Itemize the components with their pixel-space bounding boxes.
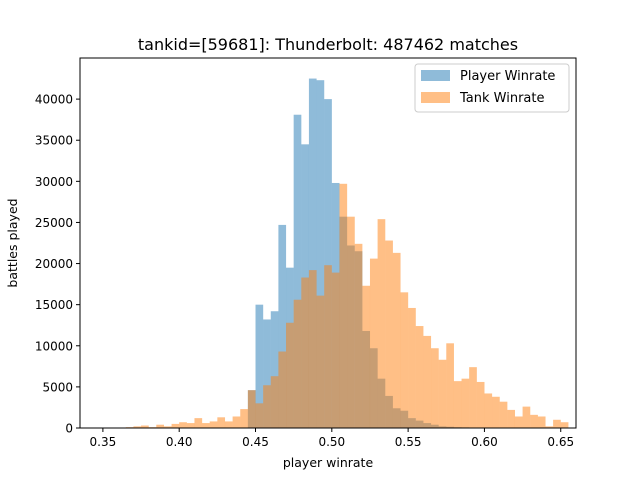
bar-tank <box>240 409 248 428</box>
bar-tank <box>423 335 432 428</box>
bar-tank <box>514 416 523 428</box>
bar-tank <box>347 216 355 428</box>
legend-swatch-player <box>421 70 450 81</box>
bar-tank <box>156 424 164 428</box>
y-tick-label: 10000 <box>35 339 73 353</box>
bar-tank <box>202 423 210 428</box>
y-tick-label: 0 <box>65 422 73 436</box>
bar-tank <box>469 367 477 428</box>
bar-tank <box>186 423 195 428</box>
bar-tank <box>278 351 287 428</box>
y-tick-label: 25000 <box>35 216 73 230</box>
legend-swatch-tank <box>421 92 450 103</box>
bar-tank <box>369 258 378 428</box>
legend: Player Winrate Tank Winrate <box>414 63 570 113</box>
bar-tank <box>553 419 561 428</box>
bar-tank <box>224 421 233 428</box>
bar-tank <box>324 265 332 428</box>
bar-tank <box>415 326 424 428</box>
bar-tank <box>392 252 401 428</box>
y-tick-label: 20000 <box>35 257 73 271</box>
bar-tank <box>209 421 218 428</box>
bar-tank <box>484 393 493 428</box>
y-axis-label: battles played <box>5 198 20 287</box>
bar-tank <box>179 422 187 428</box>
bar-tank <box>133 426 142 428</box>
tank-winrate-bars <box>125 183 569 428</box>
bar-tank <box>362 285 371 428</box>
bar-tank <box>507 409 515 428</box>
bar-player <box>324 99 332 429</box>
bar-tank <box>354 243 363 428</box>
bar-tank <box>499 401 508 428</box>
bar-tank <box>377 219 386 428</box>
bar-tank <box>194 418 203 428</box>
bar-tank <box>331 272 340 428</box>
y-tick-label: 15000 <box>35 298 73 312</box>
bar-player <box>316 80 325 428</box>
x-tick-label: 0.45 <box>242 435 269 449</box>
x-tick-label: 0.35 <box>90 435 117 449</box>
bar-tank <box>476 381 485 428</box>
bar-tank <box>545 426 554 428</box>
x-tick-label: 0.50 <box>318 435 345 449</box>
x-tick-label: 0.55 <box>395 435 422 449</box>
bar-player <box>293 114 302 428</box>
bar-tank <box>141 425 149 428</box>
bar-tank <box>270 376 279 428</box>
bar-player <box>255 304 264 428</box>
bar-tank <box>316 295 325 428</box>
bar-tank <box>308 270 317 428</box>
bar-tank <box>461 378 470 428</box>
y-tick-label: 40000 <box>35 93 73 107</box>
bar-tank <box>438 359 447 428</box>
legend-label-player: Player Winrate <box>460 69 555 84</box>
x-tick-label: 0.40 <box>166 435 193 449</box>
x-tick-label: 0.65 <box>547 435 574 449</box>
legend-label-tank: Tank Winrate <box>459 91 544 106</box>
bar-player <box>308 78 317 428</box>
bar-tank <box>408 307 416 428</box>
bar-tank <box>537 416 546 428</box>
bar-tank <box>385 240 393 428</box>
bar-tank <box>431 348 439 428</box>
bar-player <box>278 224 287 428</box>
bar-player <box>270 311 279 428</box>
bar-tank <box>232 416 241 428</box>
bar-tank <box>286 322 294 428</box>
chart-title: tankid=[59681]: Thunderbolt: 487462 matc… <box>138 35 518 54</box>
y-tick-label: 35000 <box>35 134 73 148</box>
plot-frame <box>79 57 577 429</box>
bar-tank <box>171 423 180 428</box>
bar-tank <box>247 390 256 428</box>
bar-tank <box>446 343 454 428</box>
bar-tank <box>217 417 226 428</box>
bar-tank <box>293 299 302 428</box>
legend-box <box>414 63 570 113</box>
x-axis-ticks: 0.35 0.40 0.45 0.50 0.55 0.60 0.65 <box>90 428 574 449</box>
bar-player <box>263 319 271 428</box>
bar-tank <box>163 426 172 428</box>
bar-tank <box>453 381 462 428</box>
bar-tank <box>255 403 264 428</box>
y-tick-label: 30000 <box>35 175 73 189</box>
y-axis-ticks: 0 5000 10000 15000 20000 25000 30000 35000 40000 <box>35 93 80 436</box>
bar-tank <box>400 292 409 428</box>
bar-tank <box>560 422 569 428</box>
bar-tank <box>530 414 538 428</box>
x-axis-label: player winrate <box>283 455 374 470</box>
bar-tank <box>339 183 348 428</box>
x-tick-label: 0.60 <box>471 435 498 449</box>
bar-tank <box>522 406 531 428</box>
bar-tank <box>263 385 271 428</box>
bar-tank <box>492 396 500 428</box>
bar-tank <box>301 277 309 428</box>
y-tick-label: 5000 <box>42 380 73 394</box>
